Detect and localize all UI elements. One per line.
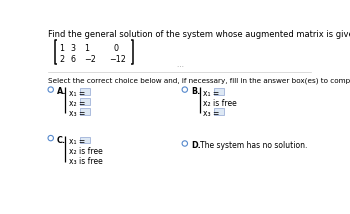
Text: B.: B. xyxy=(191,87,200,96)
Text: x₃ =: x₃ = xyxy=(203,109,220,118)
Text: x₁ =: x₁ = xyxy=(203,89,220,98)
Text: 2: 2 xyxy=(59,55,64,64)
Text: 0: 0 xyxy=(113,44,119,53)
FancyBboxPatch shape xyxy=(80,108,90,115)
Text: Select the correct choice below and, if necessary, fill in the answer box(es) to: Select the correct choice below and, if … xyxy=(48,77,350,84)
FancyBboxPatch shape xyxy=(214,88,224,95)
Text: D.: D. xyxy=(191,141,201,150)
Text: 1: 1 xyxy=(84,44,89,53)
Text: x₃ is free: x₃ is free xyxy=(69,157,103,166)
Text: ⋯: ⋯ xyxy=(176,64,183,70)
Text: Find the general solution of the system whose augmented matrix is given below.: Find the general solution of the system … xyxy=(48,30,350,39)
Text: −12: −12 xyxy=(109,55,126,64)
FancyBboxPatch shape xyxy=(80,88,90,95)
Text: 1: 1 xyxy=(59,44,64,53)
Text: A.: A. xyxy=(57,87,66,96)
Text: x₁ =: x₁ = xyxy=(69,137,85,146)
Text: −2: −2 xyxy=(84,55,96,64)
Text: x₃ =: x₃ = xyxy=(69,109,86,118)
Text: The system has no solution.: The system has no solution. xyxy=(200,141,308,150)
Text: x₁ =: x₁ = xyxy=(69,89,85,98)
FancyBboxPatch shape xyxy=(80,98,90,105)
Text: x₂ is free: x₂ is free xyxy=(69,147,103,156)
Text: 6: 6 xyxy=(70,55,75,64)
FancyBboxPatch shape xyxy=(214,108,224,115)
Text: x₂ =: x₂ = xyxy=(69,99,86,108)
Text: 3: 3 xyxy=(70,44,75,53)
Text: C.: C. xyxy=(57,136,66,145)
FancyBboxPatch shape xyxy=(80,137,90,144)
Text: x₂ is free: x₂ is free xyxy=(203,99,237,108)
